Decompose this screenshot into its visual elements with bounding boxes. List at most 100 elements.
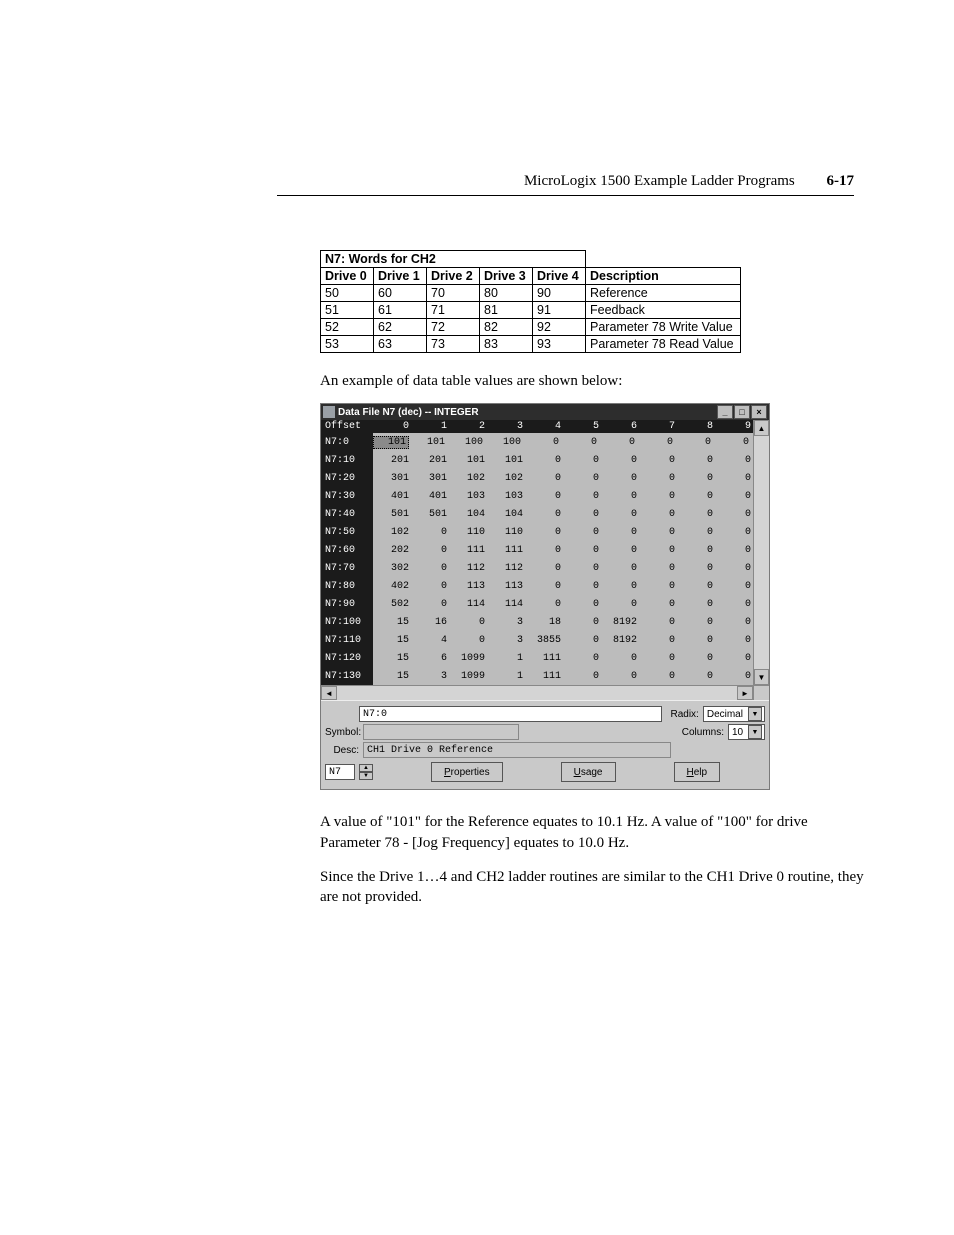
usage-button[interactable]: Usage: [561, 762, 616, 782]
grid-cell[interactable]: 0: [411, 563, 449, 574]
grid-cell[interactable]: 0: [411, 545, 449, 556]
grid-cell[interactable]: 101: [487, 455, 525, 466]
grid-cell[interactable]: 114: [449, 599, 487, 610]
grid-cell[interactable]: 0: [639, 581, 677, 592]
grid-cell[interactable]: 0: [639, 455, 677, 466]
grid-cell[interactable]: 0: [563, 599, 601, 610]
grid-row[interactable]: N7:1301531099111100000: [321, 667, 753, 685]
grid-row[interactable]: N7:1201561099111100000: [321, 649, 753, 667]
grid-cell[interactable]: 0: [639, 527, 677, 538]
grid-cell[interactable]: 0: [677, 653, 715, 664]
grid-row[interactable]: N7:501020110110000000: [321, 523, 753, 541]
scroll-up-icon[interactable]: ▲: [754, 420, 769, 436]
grid-cell[interactable]: 0: [601, 491, 639, 502]
grid-row[interactable]: N7:0101101100100000000: [321, 433, 753, 451]
grid-cell[interactable]: 8192: [601, 635, 639, 646]
grid-cell[interactable]: 0: [715, 653, 753, 664]
grid-cell[interactable]: 0: [525, 545, 563, 556]
grid-cell[interactable]: 0: [715, 509, 753, 520]
grid-cell[interactable]: 0: [601, 653, 639, 664]
grid-cell[interactable]: 301: [411, 473, 449, 484]
grid-cell[interactable]: 101: [373, 436, 409, 449]
grid-cell[interactable]: 0: [601, 455, 639, 466]
grid-cell[interactable]: 0: [601, 581, 639, 592]
grid-cell[interactable]: 15: [373, 671, 411, 682]
grid-cell[interactable]: 401: [373, 491, 411, 502]
grid-cell[interactable]: 0: [677, 635, 715, 646]
grid-cell[interactable]: 0: [601, 599, 639, 610]
grid-cell[interactable]: 111: [449, 545, 487, 556]
grid-cell[interactable]: 0: [715, 545, 753, 556]
grid-cell[interactable]: 0: [639, 617, 677, 628]
grid-cell[interactable]: 103: [487, 491, 525, 502]
scroll-down-icon[interactable]: ▼: [754, 669, 769, 685]
grid-cell[interactable]: 114: [487, 599, 525, 610]
grid-cell[interactable]: 100: [485, 437, 523, 448]
grid-cell[interactable]: 502: [373, 599, 411, 610]
grid-cell[interactable]: 104: [487, 509, 525, 520]
grid-cell[interactable]: 0: [677, 563, 715, 574]
address-input[interactable]: N7:0: [359, 706, 662, 722]
grid-cell[interactable]: 8192: [601, 617, 639, 628]
grid-cell[interactable]: 16: [411, 617, 449, 628]
grid-cell[interactable]: 0: [639, 545, 677, 556]
radix-dropdown[interactable]: Decimal▼: [703, 706, 765, 722]
grid-cell[interactable]: 0: [563, 635, 601, 646]
grid-cell[interactable]: 15: [373, 653, 411, 664]
grid-cell[interactable]: 0: [601, 671, 639, 682]
grid-cell[interactable]: 0: [639, 599, 677, 610]
grid-cell[interactable]: 0: [639, 509, 677, 520]
grid-cell[interactable]: 0: [715, 527, 753, 538]
grid-cell[interactable]: 0: [677, 545, 715, 556]
scroll-right-icon[interactable]: ►: [737, 686, 753, 700]
grid-cell[interactable]: 0: [639, 671, 677, 682]
grid-cell[interactable]: 0: [639, 473, 677, 484]
grid-cell[interactable]: 18: [525, 617, 563, 628]
grid-cell[interactable]: 402: [373, 581, 411, 592]
grid-cell[interactable]: 0: [563, 473, 601, 484]
grid-cell[interactable]: 0: [563, 671, 601, 682]
grid-cell[interactable]: 0: [601, 509, 639, 520]
grid-row[interactable]: N7:804020113113000000: [321, 577, 753, 595]
grid-cell[interactable]: 0: [715, 635, 753, 646]
grid-cell[interactable]: 0: [637, 437, 675, 448]
grid-cell[interactable]: 6: [411, 653, 449, 664]
grid-cell[interactable]: 104: [449, 509, 487, 520]
grid-cell[interactable]: 201: [373, 455, 411, 466]
grid-cell[interactable]: 15: [373, 617, 411, 628]
grid-cell[interactable]: 101: [449, 455, 487, 466]
grid-cell[interactable]: 4: [411, 635, 449, 646]
grid-cell[interactable]: 101: [409, 437, 447, 448]
scroll-track[interactable]: [754, 436, 769, 669]
grid-cell[interactable]: 0: [715, 563, 753, 574]
grid-cell[interactable]: 0: [715, 491, 753, 502]
grid-row[interactable]: N7:11015403385508192000: [321, 631, 753, 649]
help-button[interactable]: Help: [674, 762, 721, 782]
grid-cell[interactable]: 401: [411, 491, 449, 502]
grid-cell[interactable]: 100: [447, 437, 485, 448]
grid-cell[interactable]: 0: [677, 617, 715, 628]
grid-cell[interactable]: 0: [599, 437, 637, 448]
grid-cell[interactable]: 0: [601, 473, 639, 484]
grid-cell[interactable]: 110: [449, 527, 487, 538]
grid-cell[interactable]: 3855: [525, 635, 563, 646]
grid-cell[interactable]: 0: [677, 599, 715, 610]
grid-cell[interactable]: 112: [487, 563, 525, 574]
grid-cell[interactable]: 1099: [449, 671, 487, 682]
grid-cell[interactable]: 0: [639, 653, 677, 664]
grid-row[interactable]: N7:602020111111000000: [321, 541, 753, 559]
grid-cell[interactable]: 0: [601, 563, 639, 574]
grid-cell[interactable]: 0: [563, 527, 601, 538]
grid-cell[interactable]: 103: [449, 491, 487, 502]
grid-cell[interactable]: 0: [563, 455, 601, 466]
resize-grip[interactable]: [753, 686, 769, 700]
grid-row[interactable]: N7:30401401103103000000: [321, 487, 753, 505]
grid-cell[interactable]: 0: [677, 455, 715, 466]
grid-cell[interactable]: 0: [677, 671, 715, 682]
grid-cell[interactable]: 301: [373, 473, 411, 484]
grid-cell[interactable]: 0: [715, 671, 753, 682]
grid-cell[interactable]: 15: [373, 635, 411, 646]
close-button[interactable]: ×: [751, 405, 767, 419]
grid-cell[interactable]: 0: [677, 509, 715, 520]
grid-cell[interactable]: 113: [487, 581, 525, 592]
